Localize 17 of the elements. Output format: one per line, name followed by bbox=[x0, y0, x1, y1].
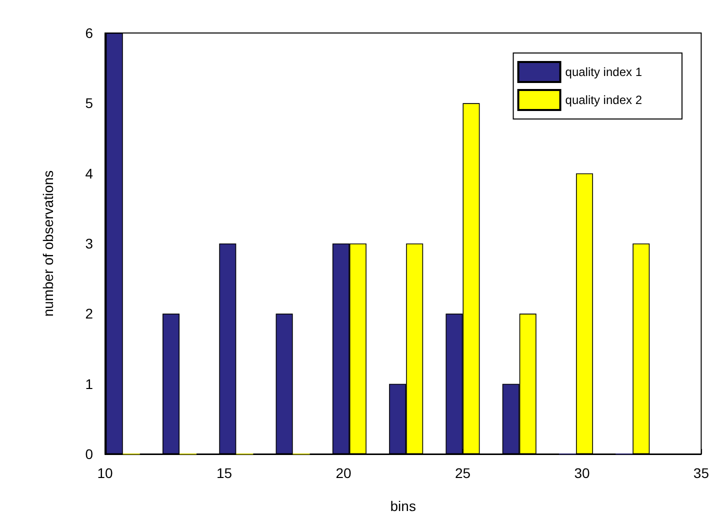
y-axis-title: number of observations bbox=[40, 170, 56, 317]
y-tick-label: 4 bbox=[85, 165, 94, 182]
y-tick-label: 1 bbox=[85, 376, 94, 392]
x-tick-label: 10 bbox=[97, 465, 113, 481]
y-tick-label: 2 bbox=[85, 306, 94, 322]
legend-label: quality index 1 bbox=[565, 65, 642, 79]
y-tick-label: 3 bbox=[85, 236, 94, 252]
x-tick-label: 25 bbox=[454, 465, 471, 481]
x-tick-label: 30 bbox=[574, 465, 590, 481]
legend-label: quality index 2 bbox=[565, 93, 642, 107]
y-tick-label: 5 bbox=[85, 95, 94, 112]
x-tick-label: 20 bbox=[336, 465, 352, 481]
x-tick-label: 35 bbox=[693, 465, 710, 481]
y-tick-label: 6 bbox=[85, 25, 94, 41]
x-tick-label: 15 bbox=[216, 465, 232, 481]
y-tick-label: 0 bbox=[85, 446, 94, 462]
x-axis-title: bins bbox=[390, 498, 416, 514]
